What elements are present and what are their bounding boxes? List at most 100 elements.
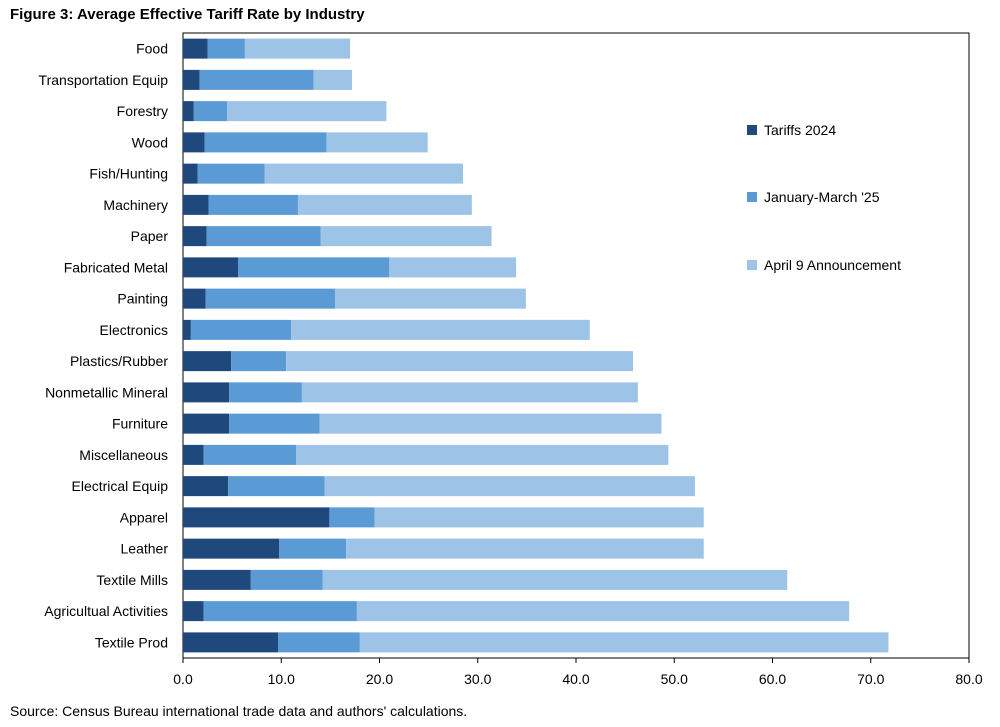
bar-segment-1-row-9: [183, 288, 206, 309]
x-tick-label: 20.0: [366, 671, 393, 687]
bar-segment-2-row-5: [197, 163, 265, 184]
category-label: Leather: [121, 541, 169, 557]
bar-segment-1-row-12: [183, 382, 230, 403]
bar-segment-3-row-13: [319, 413, 662, 434]
x-tick-label: 10.0: [268, 671, 295, 687]
bar-segment-1-row-6: [183, 194, 209, 215]
bar-segment-3-row-14: [295, 444, 669, 465]
bar-segment-3-row-12: [301, 382, 638, 403]
plot-area: [182, 32, 970, 659]
category-label: Food: [136, 41, 168, 57]
chart-title: Figure 3: Average Effective Tariff Rate …: [10, 6, 365, 23]
bar-segment-2-row-19: [203, 601, 357, 622]
legend-swatch: [747, 260, 757, 270]
bar-segment-2-row-11: [231, 351, 287, 372]
x-tick-label: 80.0: [955, 671, 982, 687]
category-label: Plastics/Rubber: [70, 353, 168, 369]
bar-segment-1-row-2: [183, 69, 200, 90]
bar-segment-1-row-16: [183, 507, 330, 528]
category-label: Fish/Hunting: [89, 166, 168, 182]
bar-segment-3-row-9: [335, 288, 526, 309]
bar-segment-2-row-18: [250, 569, 323, 590]
bars-group: [183, 38, 889, 653]
bar-segment-2-row-13: [229, 413, 320, 434]
bar-segment-2-row-14: [203, 444, 296, 465]
bar-segment-1-row-17: [183, 538, 280, 559]
bar-segment-2-row-20: [278, 632, 360, 653]
bar-segment-2-row-7: [206, 226, 321, 247]
bar-segment-1-row-8: [183, 257, 239, 278]
x-tick-label: 70.0: [857, 671, 884, 687]
bar-segment-2-row-15: [228, 476, 325, 497]
bar-segment-3-row-7: [320, 226, 492, 247]
bar-segment-1-row-3: [183, 101, 194, 122]
bar-segment-2-row-2: [199, 69, 314, 90]
bar-segment-2-row-9: [205, 288, 336, 309]
bar-segment-1-row-4: [183, 132, 205, 153]
category-label: Electronics: [100, 322, 168, 338]
category-label: Forestry: [117, 103, 168, 119]
category-label: Machinery: [103, 197, 168, 213]
bar-segment-1-row-1: [183, 38, 208, 59]
bar-segment-3-row-8: [389, 257, 517, 278]
bar-segment-1-row-20: [183, 632, 279, 653]
category-label: Paper: [131, 228, 169, 244]
bar-segment-3-row-16: [374, 507, 704, 528]
legend-label: January-March '25: [764, 189, 880, 205]
bar-segment-2-row-3: [193, 101, 228, 122]
x-tick-label: 60.0: [759, 671, 786, 687]
bar-segment-2-row-4: [204, 132, 327, 153]
bar-segment-1-row-19: [183, 601, 204, 622]
bar-segment-1-row-14: [183, 444, 204, 465]
bar-segment-2-row-1: [207, 38, 245, 59]
x-tick-label: 0.0: [173, 671, 193, 687]
category-label: Painting: [117, 291, 168, 307]
category-label: Apparel: [120, 509, 168, 525]
category-label: Transportation Equip: [39, 72, 169, 88]
bar-segment-3-row-20: [359, 632, 889, 653]
bar-segment-1-row-5: [183, 163, 198, 184]
bar-segment-2-row-12: [229, 382, 302, 403]
bar-segment-3-row-5: [264, 163, 464, 184]
legend-label: Tariffs 2024: [764, 122, 836, 138]
bar-segment-3-row-18: [322, 569, 788, 590]
bar-segment-3-row-4: [326, 132, 428, 153]
category-label: Miscellaneous: [79, 447, 168, 463]
bar-segment-3-row-11: [286, 351, 633, 372]
bar-segment-2-row-17: [279, 538, 347, 559]
x-tick-label: 30.0: [464, 671, 491, 687]
bar-segment-3-row-3: [227, 101, 387, 122]
bar-segment-3-row-17: [346, 538, 704, 559]
x-tick-label: 50.0: [661, 671, 688, 687]
legend-label: April 9 Announcement: [764, 257, 901, 273]
legend-swatch: [747, 192, 757, 202]
x-tick-label: 40.0: [562, 671, 589, 687]
category-labels: Food Transportation Equip Forestry Wood Fish…: [39, 41, 169, 651]
source-note: Source: Census Bureau international trad…: [10, 703, 468, 719]
bar-segment-2-row-16: [329, 507, 375, 528]
bar-segment-2-row-6: [208, 194, 298, 215]
legend-swatch: [747, 125, 757, 135]
chart: Food Transportation Equip Forestry Wood Fish…: [39, 32, 983, 687]
bar-segment-2-row-8: [238, 257, 390, 278]
bar-segment-3-row-15: [324, 476, 695, 497]
category-label: Fabricated Metal: [64, 259, 168, 275]
category-label: Nonmetallic Mineral: [45, 384, 168, 400]
bar-segment-3-row-10: [291, 319, 590, 340]
category-label: Textile Mills: [96, 572, 168, 588]
category-label: Electrical Equip: [72, 478, 169, 494]
bar-segment-2-row-10: [190, 319, 292, 340]
bar-segment-1-row-15: [183, 476, 229, 497]
bar-segment-1-row-7: [183, 226, 207, 247]
category-label: Wood: [132, 134, 168, 150]
bar-segment-3-row-2: [313, 69, 352, 90]
bar-segment-3-row-6: [297, 194, 472, 215]
bar-segment-1-row-11: [183, 351, 232, 372]
bar-segment-1-row-18: [183, 569, 251, 590]
bar-segment-1-row-13: [183, 413, 230, 434]
bar-segment-1-row-10: [183, 319, 191, 340]
x-axis-ticks: 0.0 10.0 20.0 30.0 40.0 50.0 60.0 70.0 80.0: [173, 658, 983, 687]
legend: Tariffs 2024 January-March '25 April 9 Ann…: [747, 122, 901, 273]
bar-segment-3-row-1: [244, 38, 351, 59]
category-label: Textile Prod: [95, 634, 168, 650]
